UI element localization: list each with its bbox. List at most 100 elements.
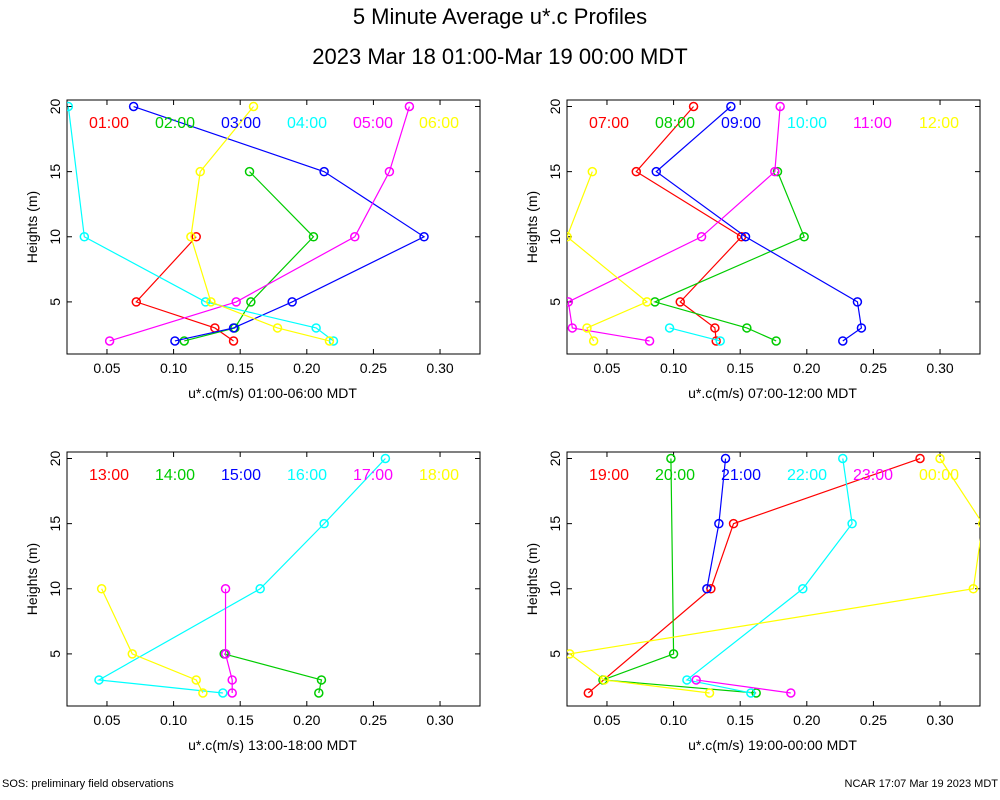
data-point xyxy=(231,297,241,307)
data-point xyxy=(104,336,115,346)
data-point xyxy=(567,323,578,333)
data-point xyxy=(314,688,324,698)
data-point xyxy=(775,101,785,112)
legend-entry: 21:00 xyxy=(721,467,761,484)
data-point xyxy=(711,336,721,346)
data-point xyxy=(664,323,675,333)
legend-entry: 16:00 xyxy=(287,467,327,484)
series-line xyxy=(133,105,426,342)
data-point xyxy=(935,453,945,464)
data-point xyxy=(419,232,429,242)
panel-19-00: 0.05 0.10 0.15 0.20 0.25 0.30 5 10 15 20 u*.c(m/s)… xyxy=(524,451,981,753)
data-point xyxy=(726,101,736,112)
chart-subtitle: 2023 Mar 18 01:00-Mar 19 00:00 MDT xyxy=(312,44,688,69)
legend-entry: 13:00 xyxy=(89,467,129,484)
series-line xyxy=(101,588,204,694)
data-point xyxy=(227,675,237,685)
data-point xyxy=(191,232,201,242)
x-axis-label: u*.c(m/s) 01:00-06:00 MDT xyxy=(188,385,357,401)
data-point xyxy=(799,232,809,242)
legend-entry: 18:00 xyxy=(419,467,459,484)
legend-entry: 09:00 xyxy=(721,115,761,132)
x-tick-label: 0.05 xyxy=(593,712,620,728)
y-tick-label: 10 xyxy=(547,581,563,597)
series-line xyxy=(685,458,853,694)
y-tick-label: 20 xyxy=(547,99,563,115)
x-axis-label: u*.c(m/s) 19:00-00:00 MDT xyxy=(688,737,857,753)
y-tick-label: 15 xyxy=(547,164,563,180)
data-point xyxy=(772,166,783,177)
data-point xyxy=(706,584,716,594)
legend-entry: 20:00 xyxy=(655,467,695,484)
y-axis-label: Heights (m) xyxy=(524,543,540,615)
data-point xyxy=(67,101,74,112)
plot-frame xyxy=(66,99,481,355)
x-tick-label: 0.10 xyxy=(160,712,187,728)
data-point xyxy=(206,297,216,307)
data-point xyxy=(567,649,575,659)
data-point xyxy=(195,166,205,177)
y-axis-label: Heights (m) xyxy=(24,191,40,263)
data-point xyxy=(702,584,712,594)
legend-entry: 11:00 xyxy=(853,115,892,132)
legend-entry: 00:00 xyxy=(919,467,959,484)
data-point xyxy=(599,675,610,685)
data-point xyxy=(691,675,701,685)
series-line xyxy=(224,653,323,694)
data-point xyxy=(696,232,707,242)
data-point xyxy=(96,584,107,594)
data-point xyxy=(218,688,228,698)
data-point xyxy=(567,232,572,242)
x-tick-label: 0.20 xyxy=(293,360,320,376)
data-point xyxy=(642,297,652,307)
data-point xyxy=(852,297,863,307)
data-point xyxy=(227,688,237,698)
x-tick-label: 0.20 xyxy=(293,712,320,728)
legend-entry: 23:00 xyxy=(853,467,893,484)
plot-frame xyxy=(566,451,981,707)
data-point xyxy=(675,297,685,307)
data-point xyxy=(968,584,979,594)
x-tick-label: 0.25 xyxy=(360,712,387,728)
data-point xyxy=(715,336,725,346)
series-line xyxy=(602,458,757,694)
data-point xyxy=(94,675,104,685)
x-tick-label: 0.30 xyxy=(426,712,453,728)
legend-entry: 10:00 xyxy=(787,115,827,132)
x-tick-label: 0.15 xyxy=(227,712,254,728)
data-point xyxy=(771,336,781,346)
y-tick-label: 15 xyxy=(547,516,563,532)
series-line xyxy=(184,171,315,342)
x-tick-label: 0.30 xyxy=(926,712,953,728)
legend-entry: 01:00 xyxy=(89,115,129,132)
data-point xyxy=(287,297,297,307)
data-point xyxy=(838,336,848,346)
data-point xyxy=(228,336,239,346)
y-tick-label: 10 xyxy=(47,581,63,597)
footer-note: SOS: preliminary field observations xyxy=(2,778,174,790)
x-tick-label: 0.25 xyxy=(860,712,887,728)
data-point xyxy=(651,166,662,177)
data-point xyxy=(728,518,739,529)
series-line xyxy=(190,106,330,342)
chart-title: 5 Minute Average u*.c Profiles xyxy=(352,4,648,29)
legend-entry: 02:00 xyxy=(155,115,195,132)
data-point xyxy=(644,336,655,346)
series-line xyxy=(568,458,980,694)
y-tick-label: 5 xyxy=(47,298,63,306)
data-point xyxy=(710,323,720,333)
data-point xyxy=(128,101,139,112)
data-point xyxy=(742,323,752,333)
legend-entry: 07:00 xyxy=(589,115,629,132)
data-point xyxy=(746,688,756,698)
data-point xyxy=(272,323,283,333)
data-point xyxy=(220,584,231,594)
y-tick-label: 15 xyxy=(47,164,63,180)
data-point xyxy=(220,649,231,659)
data-point xyxy=(384,166,395,177)
data-point xyxy=(319,518,329,529)
x-axis-label: u*.c(m/s) 13:00-18:00 MDT xyxy=(188,737,357,753)
legend-entry: 04:00 xyxy=(287,115,327,132)
series-line xyxy=(97,458,386,694)
series-line xyxy=(567,171,649,342)
